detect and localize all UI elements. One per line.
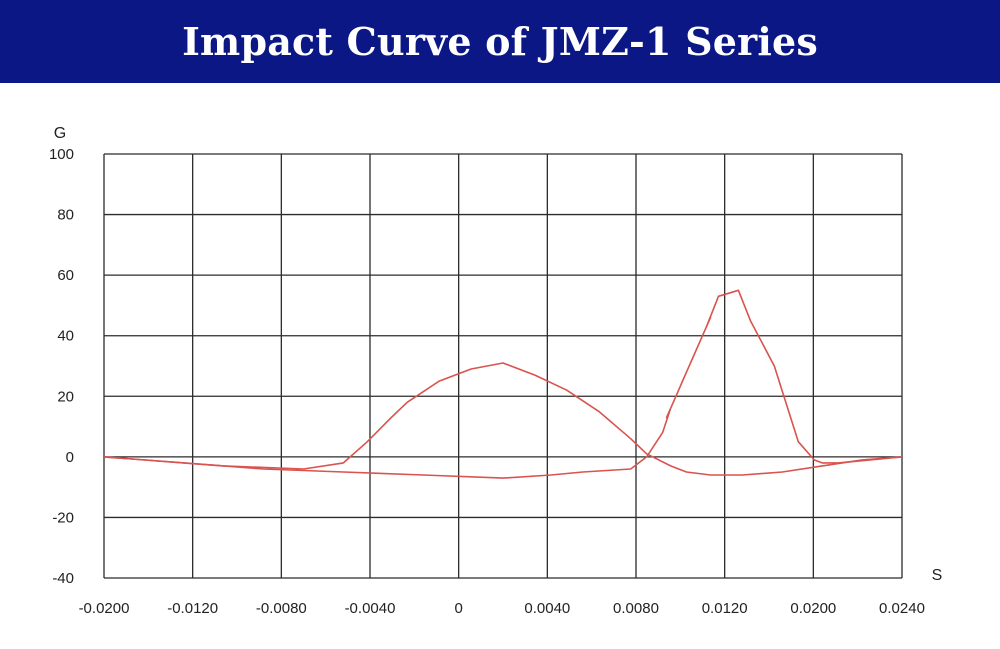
x-tick-label: 0.0200: [790, 600, 836, 617]
series-line-2: [103, 289, 903, 479]
y-tick-label: 60: [57, 267, 74, 284]
x-tick-label: 0: [454, 600, 462, 617]
x-tick-label: -0.0040: [345, 600, 396, 617]
y-tick-label: -20: [52, 509, 74, 526]
y-tick-label: 20: [57, 388, 74, 405]
chart-grid: [103, 153, 903, 579]
x-tick-label: -0.0120: [167, 600, 218, 617]
y-tick-label: 80: [57, 207, 74, 224]
page-title: Impact Curve of JMZ-1 Series: [182, 19, 818, 64]
x-tick-label: -0.0080: [256, 600, 307, 617]
y-axis-label: G: [54, 125, 66, 142]
x-tick-label: 0.0080: [613, 600, 659, 617]
title-banner: Impact Curve of JMZ-1 Series: [0, 0, 1000, 83]
x-axis-label: S: [932, 567, 943, 584]
y-tick-label: -40: [52, 570, 74, 587]
x-tick-label: 0.0240: [879, 600, 925, 617]
chart-curves: [103, 289, 903, 479]
x-tick-label: 0.0040: [524, 600, 570, 617]
x-tick-label: 0.0120: [702, 600, 748, 617]
chart-labels: 100 80 60 40 20 0 -20 -40 -0.0200 -0.0120 -0.0080 -…: [49, 125, 942, 617]
y-tick-label: 0: [66, 449, 74, 466]
y-tick-label: 100: [49, 146, 74, 163]
y-tick-label: 40: [57, 328, 74, 345]
x-tick-label: -0.0200: [79, 600, 130, 617]
series-line-1: [103, 362, 903, 476]
